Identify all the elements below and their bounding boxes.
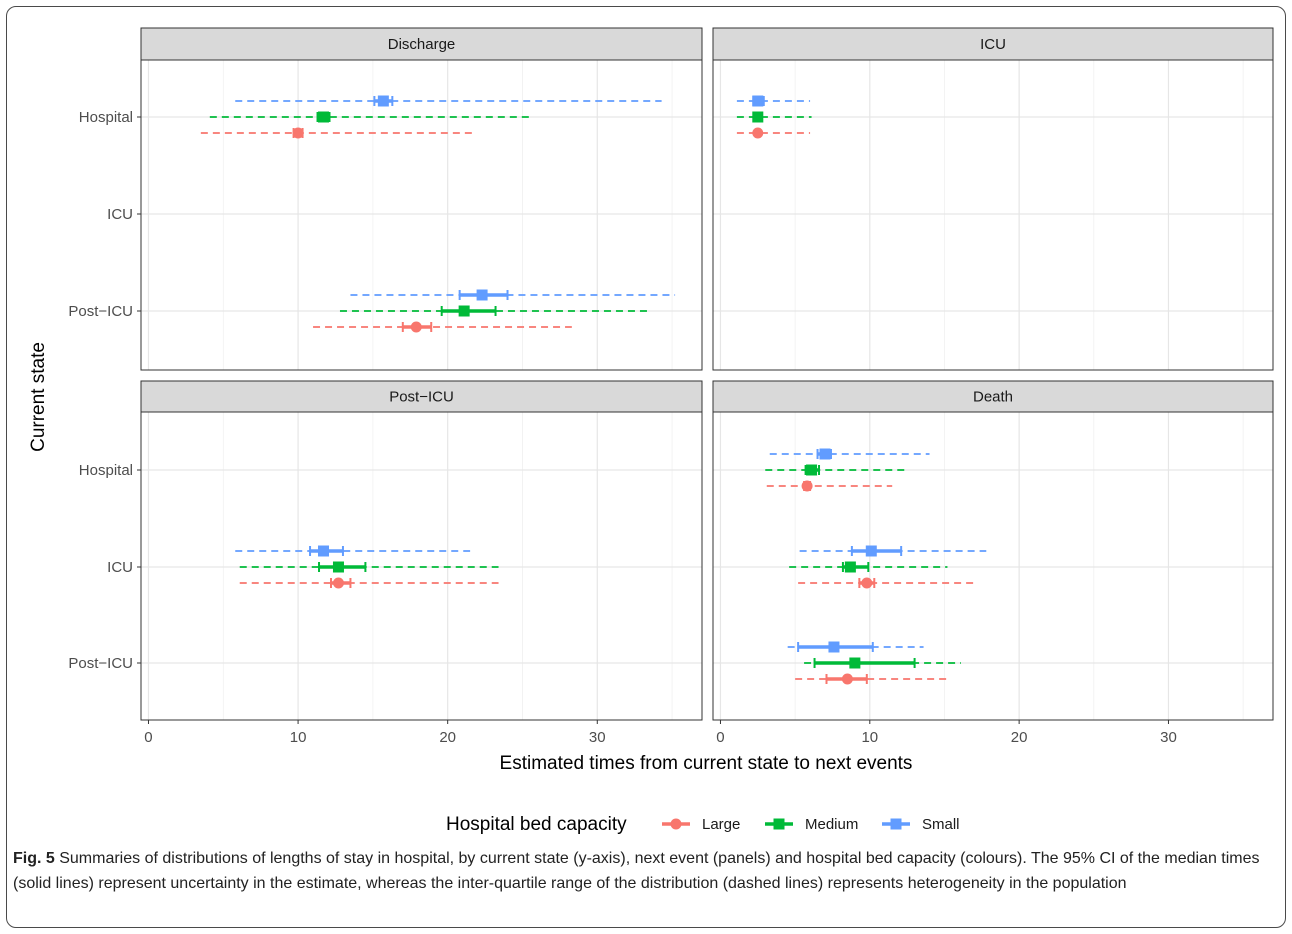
median-point-small-post-icu [828, 641, 840, 653]
median-point-large-hospital [752, 127, 764, 139]
caption-text: Summaries of distributions of lengths of… [13, 850, 1260, 892]
x-tick-label: 20 [439, 729, 456, 746]
median-point-large-icu [861, 577, 873, 589]
median-point-medium-post-icu [849, 657, 861, 669]
x-tick-label: 20 [1011, 729, 1028, 746]
faceted-chart: Discharge ICU Post−ICU Death Hospital ICU Pos… [28, 27, 1274, 835]
x-tick-label: 0 [144, 729, 152, 746]
x-tick-label: 0 [716, 729, 724, 746]
median-point-large-hospital [292, 127, 304, 139]
median-point-medium-icu [332, 561, 344, 573]
median-point-small-hospital [377, 95, 389, 107]
panel-border [140, 59, 703, 371]
median-point-small-post-icu [476, 289, 488, 301]
legend-label-medium: Medium [805, 816, 858, 833]
median-point-large-post-icu [841, 673, 853, 685]
y-tick-label: Post−ICU [68, 303, 133, 320]
median-point-small-icu [865, 545, 877, 557]
strip-discharge [140, 27, 703, 61]
median-point-small-hospital [752, 95, 764, 107]
y-axis-title: Current state [28, 342, 49, 452]
median-point-large-hospital [801, 480, 813, 492]
panel-discharge: Discharge [140, 27, 703, 371]
strip-label: Death [973, 389, 1013, 406]
median-point-medium-icu [844, 561, 856, 573]
legend-title: Hospital bed capacity [446, 814, 627, 835]
median-point-medium-hospital [806, 464, 818, 476]
x-tick-label: 30 [1160, 729, 1177, 746]
strip-death [712, 380, 1274, 413]
legend-key-point-large [670, 818, 682, 830]
panel-background [141, 60, 702, 370]
strip-label: ICU [980, 36, 1006, 53]
legend-label-large: Large [702, 816, 740, 833]
panel-background [141, 412, 702, 720]
legend-label-small: Small [922, 816, 960, 833]
strip-label: Post−ICU [389, 389, 454, 406]
panel-background [713, 60, 1273, 370]
median-point-medium-post-icu [458, 305, 470, 317]
panel-border [140, 411, 703, 721]
legend-key-point-small [890, 818, 902, 830]
y-tick-label: Hospital [79, 109, 133, 126]
figure-caption: Fig. 5 Summaries of distributions of len… [13, 846, 1275, 896]
median-point-small-hospital [819, 448, 831, 460]
caption-label: Fig. 5 [13, 850, 55, 867]
median-point-medium-hospital [318, 111, 330, 123]
x-tick-label: 10 [290, 729, 307, 746]
panel-post-icu: Post−ICU [140, 380, 703, 721]
y-tick-label: Post−ICU [68, 655, 133, 672]
panel-icu: ICU [712, 27, 1274, 371]
panel-border [712, 59, 1274, 371]
x-axis-title: Estimated times from current state to ne… [500, 753, 913, 774]
y-tick-label: Hospital [79, 462, 133, 479]
x-tick-label: 30 [589, 729, 606, 746]
legend-key-point-medium [773, 818, 785, 830]
legend: Hospital bed capacity Large Medium Small [446, 814, 960, 835]
strip-label: Discharge [388, 36, 456, 53]
y-tick-label: ICU [107, 559, 133, 576]
median-point-medium-hospital [752, 111, 764, 123]
median-point-large-icu [332, 577, 344, 589]
median-point-large-post-icu [410, 321, 422, 333]
median-point-small-icu [318, 545, 330, 557]
strip-icu [712, 27, 1274, 61]
strip-post-icu [140, 380, 703, 413]
panel-border [712, 411, 1274, 721]
panel-background [713, 412, 1273, 720]
y-tick-label: ICU [107, 206, 133, 223]
x-tick-label: 10 [861, 729, 878, 746]
panel-death: Death [712, 380, 1274, 721]
